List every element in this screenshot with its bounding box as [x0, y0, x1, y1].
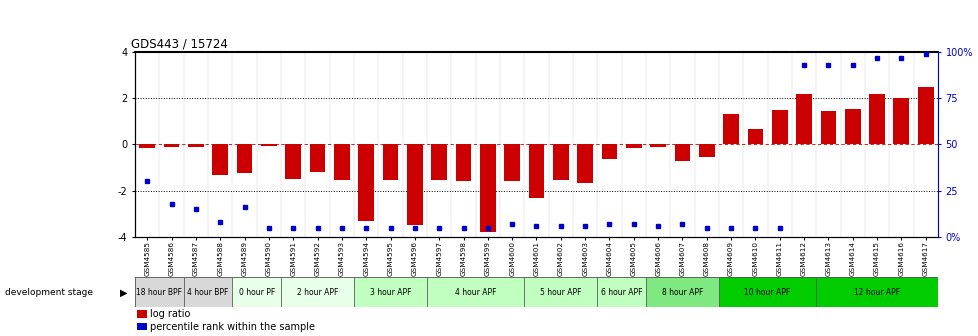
- Bar: [528, 144, 544, 198]
- Bar: [333, 144, 349, 180]
- Bar: [354, 277, 426, 307]
- Text: ▶: ▶: [119, 287, 127, 297]
- Bar: [816, 277, 937, 307]
- Bar: [771, 110, 787, 144]
- Bar: [426, 277, 524, 307]
- Bar: [139, 144, 155, 148]
- Bar: [455, 144, 471, 181]
- Bar: [184, 277, 232, 307]
- Bar: [844, 109, 860, 144]
- Bar: [718, 277, 816, 307]
- Bar: [281, 277, 354, 307]
- Bar: [504, 144, 519, 181]
- Bar: [261, 144, 277, 146]
- Text: 18 hour BPF: 18 hour BPF: [136, 288, 182, 297]
- Bar: [188, 144, 203, 147]
- Bar: [431, 144, 447, 180]
- Text: 4 hour BPF: 4 hour BPF: [187, 288, 229, 297]
- Text: 12 hour APF: 12 hour APF: [853, 288, 899, 297]
- Bar: [407, 144, 422, 225]
- Text: development stage: development stage: [5, 288, 93, 297]
- Bar: [163, 144, 179, 147]
- Text: 2 hour APF: 2 hour APF: [296, 288, 337, 297]
- Bar: [893, 98, 909, 144]
- Bar: [698, 144, 714, 157]
- Bar: [135, 277, 184, 307]
- Bar: [747, 129, 763, 144]
- Text: percentile rank within the sample: percentile rank within the sample: [150, 322, 315, 332]
- Bar: [645, 277, 718, 307]
- Text: 0 hour PF: 0 hour PF: [239, 288, 275, 297]
- Bar: [577, 144, 593, 182]
- Bar: [795, 94, 811, 144]
- Bar: [820, 111, 835, 144]
- Bar: [553, 144, 568, 180]
- Text: 3 hour APF: 3 hour APF: [370, 288, 411, 297]
- Text: 6 hour APF: 6 hour APF: [600, 288, 642, 297]
- Bar: [212, 144, 228, 174]
- Bar: [649, 144, 665, 147]
- Bar: [916, 87, 933, 144]
- Bar: [868, 94, 884, 144]
- Bar: [237, 144, 252, 173]
- Bar: [232, 277, 281, 307]
- Bar: [382, 144, 398, 180]
- Text: 4 hour APF: 4 hour APF: [455, 288, 496, 297]
- Bar: [674, 144, 689, 161]
- Text: 10 hour APF: 10 hour APF: [743, 288, 790, 297]
- Bar: [723, 115, 738, 144]
- Bar: [625, 144, 641, 148]
- Text: 5 hour APF: 5 hour APF: [540, 288, 581, 297]
- Bar: [358, 144, 374, 221]
- Bar: [309, 144, 325, 172]
- Text: log ratio: log ratio: [150, 309, 190, 319]
- Bar: [479, 144, 495, 232]
- Text: 8 hour APF: 8 hour APF: [661, 288, 702, 297]
- Bar: [524, 277, 597, 307]
- Bar: [285, 144, 301, 179]
- Bar: [597, 277, 645, 307]
- Bar: [600, 144, 617, 160]
- Text: GDS443 / 15724: GDS443 / 15724: [131, 38, 228, 51]
